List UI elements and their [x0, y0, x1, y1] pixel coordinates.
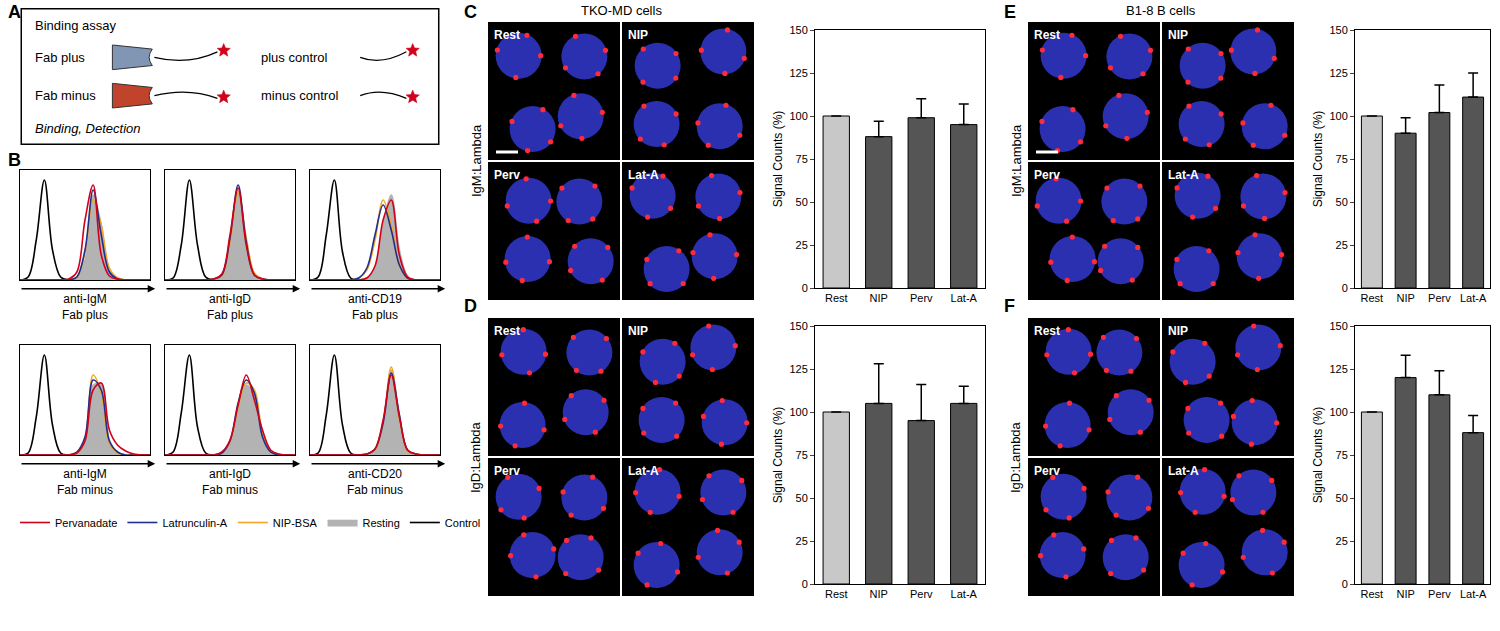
- svg-text:NIP: NIP: [1396, 292, 1414, 304]
- svg-text:Binding assay: Binding assay: [35, 18, 116, 33]
- svg-text:Fab minus: Fab minus: [35, 88, 96, 103]
- svg-text:NIP-BSA: NIP-BSA: [273, 517, 318, 529]
- svg-text:IgM:Lambda: IgM:Lambda: [469, 124, 484, 197]
- svg-text:Lat-A: Lat-A: [1168, 168, 1199, 182]
- svg-text:NIP: NIP: [870, 292, 888, 304]
- svg-text:50: 50: [1336, 492, 1348, 504]
- svg-text:Rest: Rest: [1361, 292, 1384, 304]
- svg-text:0: 0: [802, 578, 808, 590]
- svg-text:150: 150: [789, 24, 807, 36]
- svg-text:100: 100: [1329, 110, 1347, 122]
- svg-text:0: 0: [1342, 282, 1348, 294]
- svg-text:75: 75: [796, 153, 808, 165]
- svg-text:75: 75: [796, 449, 808, 461]
- svg-text:IgD:Lambda: IgD:Lambda: [1008, 421, 1023, 493]
- svg-text:50: 50: [796, 492, 808, 504]
- svg-text:B: B: [8, 150, 21, 170]
- svg-text:Signal Counts (%): Signal Counts (%): [771, 111, 785, 208]
- svg-text:anti-IgDFab plus: anti-IgDFab plus: [207, 292, 253, 322]
- svg-text:Rest: Rest: [1361, 588, 1384, 600]
- svg-text:F: F: [1004, 296, 1015, 316]
- svg-text:125: 125: [789, 67, 807, 79]
- svg-text:IgM:Lambda: IgM:Lambda: [1009, 124, 1024, 197]
- svg-text:125: 125: [789, 363, 807, 375]
- svg-text:Control: Control: [445, 517, 480, 529]
- svg-text:TKO-MD cells: TKO-MD cells: [581, 3, 662, 18]
- svg-text:Lat-A: Lat-A: [1460, 588, 1487, 600]
- svg-text:150: 150: [1329, 320, 1347, 332]
- svg-text:A: A: [8, 2, 21, 22]
- svg-text:Perv: Perv: [910, 588, 933, 600]
- svg-text:Perv: Perv: [1428, 588, 1451, 600]
- svg-text:anti-IgDFab minus: anti-IgDFab minus: [202, 467, 258, 497]
- svg-text:75: 75: [1336, 449, 1348, 461]
- svg-text:150: 150: [789, 320, 807, 332]
- svg-text:B1-8 B cells: B1-8 B cells: [1126, 3, 1196, 18]
- svg-text:NIP: NIP: [1168, 28, 1188, 42]
- svg-text:anti-CD20Fab minus: anti-CD20Fab minus: [347, 467, 403, 497]
- svg-text:Perv: Perv: [494, 168, 520, 182]
- svg-text:NIP: NIP: [1168, 324, 1188, 338]
- svg-text:C: C: [464, 2, 477, 22]
- svg-text:Rest: Rest: [825, 588, 848, 600]
- svg-text:Rest: Rest: [1034, 28, 1060, 42]
- svg-text:100: 100: [789, 110, 807, 122]
- svg-text:anti-CD19Fab plus: anti-CD19Fab plus: [348, 292, 402, 322]
- svg-text:Lat-A: Lat-A: [628, 168, 659, 182]
- svg-text:25: 25: [1336, 535, 1348, 547]
- svg-text:Perv: Perv: [910, 292, 933, 304]
- svg-text:Lat-A: Lat-A: [1168, 464, 1199, 478]
- svg-text:Resting: Resting: [363, 517, 400, 529]
- svg-text:Lat-A: Lat-A: [628, 464, 659, 478]
- svg-text:Fab plus: Fab plus: [35, 50, 85, 65]
- svg-text:Rest: Rest: [494, 28, 520, 42]
- svg-text:0: 0: [1342, 578, 1348, 590]
- svg-text:IgD:Lambda: IgD:Lambda: [468, 421, 483, 493]
- svg-text:plus control: plus control: [261, 50, 328, 65]
- svg-text:Latrunculin-A: Latrunculin-A: [162, 517, 227, 529]
- svg-text:125: 125: [1329, 363, 1347, 375]
- svg-text:Signal Counts (%): Signal Counts (%): [1311, 407, 1325, 504]
- svg-text:25: 25: [1336, 239, 1348, 251]
- svg-text:150: 150: [1329, 24, 1347, 36]
- svg-text:E: E: [1004, 2, 1016, 22]
- svg-text:Perv: Perv: [1428, 292, 1451, 304]
- svg-text:Perv: Perv: [1034, 168, 1060, 182]
- svg-text:NIP: NIP: [628, 28, 648, 42]
- svg-text:Lat-A: Lat-A: [1460, 292, 1487, 304]
- svg-text:minus control: minus control: [261, 88, 338, 103]
- svg-text:Signal Counts (%): Signal Counts (%): [1311, 111, 1325, 208]
- svg-text:Rest: Rest: [494, 324, 520, 338]
- svg-text:Perv: Perv: [494, 464, 520, 478]
- svg-text:Pervanadate: Pervanadate: [55, 517, 117, 529]
- svg-text:125: 125: [1329, 67, 1347, 79]
- svg-text:100: 100: [1329, 406, 1347, 418]
- svg-text:D: D: [464, 296, 477, 316]
- svg-text:Perv: Perv: [1034, 464, 1060, 478]
- svg-text:50: 50: [796, 196, 808, 208]
- svg-text:anti-IgMFab minus: anti-IgMFab minus: [57, 467, 113, 497]
- svg-text:50: 50: [1336, 196, 1348, 208]
- svg-text:0: 0: [802, 282, 808, 294]
- svg-text:Lat-A: Lat-A: [951, 292, 978, 304]
- svg-text:100: 100: [789, 406, 807, 418]
- svg-text:anti-IgMFab plus: anti-IgMFab plus: [62, 292, 108, 322]
- svg-text:75: 75: [1336, 153, 1348, 165]
- svg-text:25: 25: [796, 239, 808, 251]
- svg-text:25: 25: [796, 535, 808, 547]
- svg-text:NIP: NIP: [628, 324, 648, 338]
- svg-text:NIP: NIP: [870, 588, 888, 600]
- svg-text:Signal Counts (%): Signal Counts (%): [771, 407, 785, 504]
- svg-text:Rest: Rest: [1034, 324, 1060, 338]
- svg-text:Rest: Rest: [825, 292, 848, 304]
- svg-text:Lat-A: Lat-A: [951, 588, 978, 600]
- svg-text:Binding, Detection: Binding, Detection: [35, 121, 141, 136]
- svg-text:NIP: NIP: [1396, 588, 1414, 600]
